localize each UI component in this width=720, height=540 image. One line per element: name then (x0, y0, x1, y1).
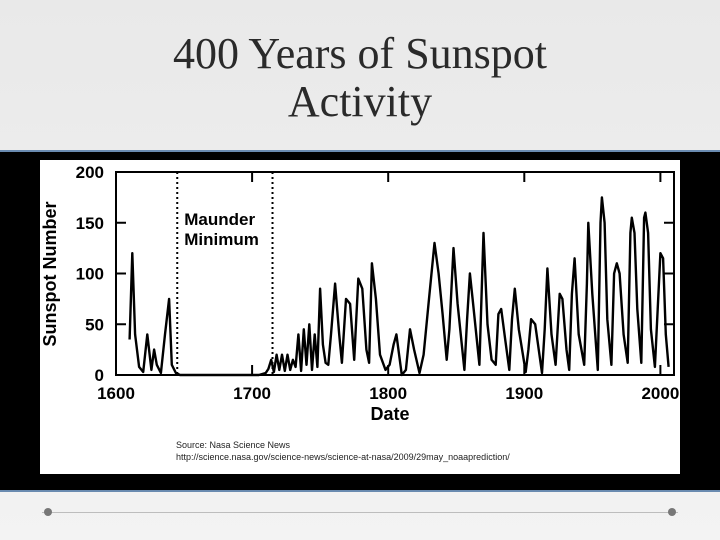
y-tick-label-100: 100 (76, 265, 104, 284)
maunder-label-line-1: Maunder (184, 210, 255, 229)
maunder-label-line-2: Minimum (184, 230, 259, 249)
x-axis-label: Date (370, 404, 409, 424)
source-line-1: Source: Nasa Science News (176, 440, 291, 450)
x-tick-label-1800: 1800 (369, 384, 407, 403)
slide-title-line-1: 400 Years of Sunspot (172, 29, 548, 78)
y-tick-label-0: 0 (95, 366, 104, 385)
x-tick-label-1600: 1600 (97, 384, 135, 403)
x-tick-label-1700: 1700 (233, 384, 271, 403)
slide-title: 400 Years of Sunspot Activity (0, 30, 720, 126)
y-tick-label-50: 50 (85, 315, 104, 334)
slide-title-line-2: Activity (287, 77, 433, 126)
chart-panel: 0 50 100 150 200 1600 1700 1800 1900 2000 Maunde… (40, 160, 680, 474)
y-axis-ticks: 0 50 100 150 200 (76, 163, 674, 385)
x-axis-ticks: 1600 1700 1800 1900 2000 (97, 172, 679, 403)
footer-rule-left-dot (44, 508, 52, 516)
x-tick-label-1900: 1900 (505, 384, 543, 403)
y-axis-label: Sunspot Number (40, 201, 60, 346)
y-tick-label-150: 150 (76, 214, 104, 233)
footer-rule-right-dot (668, 508, 676, 516)
source-line-2: http://science.nasa.gov/science-news/sci… (176, 452, 510, 462)
x-tick-label-2000: 2000 (641, 384, 679, 403)
sunspot-chart: 0 50 100 150 200 1600 1700 1800 1900 2000 Maunde… (40, 163, 679, 462)
sunspot-series-line (128, 196, 670, 377)
footer-rule (42, 512, 678, 513)
y-tick-label-200: 200 (76, 163, 104, 182)
